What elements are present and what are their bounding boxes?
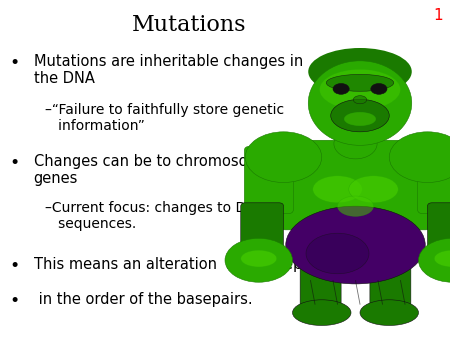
Ellipse shape	[292, 300, 351, 325]
Ellipse shape	[371, 83, 387, 94]
Ellipse shape	[308, 48, 412, 95]
Ellipse shape	[308, 61, 412, 145]
Text: •: •	[9, 54, 19, 72]
Text: Mutations are inheritable changes in
the DNA: Mutations are inheritable changes in the…	[34, 54, 303, 87]
Ellipse shape	[320, 69, 400, 110]
Ellipse shape	[286, 206, 425, 284]
FancyBboxPatch shape	[300, 266, 341, 315]
Ellipse shape	[225, 238, 292, 282]
Text: •: •	[9, 292, 19, 310]
FancyBboxPatch shape	[279, 140, 432, 230]
Ellipse shape	[326, 74, 394, 91]
Text: This means an alteration  in a basepair  or: This means an alteration in a basepair o…	[34, 257, 346, 272]
FancyBboxPatch shape	[241, 203, 284, 257]
Ellipse shape	[353, 96, 367, 104]
Ellipse shape	[334, 128, 377, 159]
Ellipse shape	[349, 176, 398, 203]
Text: –Current focus: changes to DNA
   sequences.: –Current focus: changes to DNA sequences…	[45, 201, 266, 231]
Ellipse shape	[389, 132, 450, 183]
Text: in the order of the basepairs.: in the order of the basepairs.	[34, 292, 252, 307]
Ellipse shape	[418, 238, 450, 282]
FancyBboxPatch shape	[370, 266, 411, 315]
Text: •: •	[9, 154, 19, 172]
Ellipse shape	[360, 300, 418, 325]
Text: –“Failure to faithfully store genetic
   information”: –“Failure to faithfully store genetic in…	[45, 103, 284, 133]
FancyBboxPatch shape	[244, 146, 293, 214]
Ellipse shape	[306, 233, 369, 274]
Ellipse shape	[313, 176, 362, 203]
FancyBboxPatch shape	[428, 203, 450, 257]
FancyBboxPatch shape	[418, 146, 450, 214]
Ellipse shape	[338, 196, 374, 216]
Ellipse shape	[333, 83, 349, 94]
Text: Mutations: Mutations	[132, 14, 246, 35]
Ellipse shape	[331, 99, 389, 132]
Text: 1: 1	[434, 8, 443, 23]
Ellipse shape	[241, 250, 277, 267]
Ellipse shape	[245, 132, 322, 183]
Ellipse shape	[434, 250, 450, 267]
Text: •: •	[9, 257, 19, 275]
Text: Changes can be to chromosomes or
genes: Changes can be to chromosomes or genes	[34, 154, 298, 186]
Ellipse shape	[344, 112, 376, 126]
